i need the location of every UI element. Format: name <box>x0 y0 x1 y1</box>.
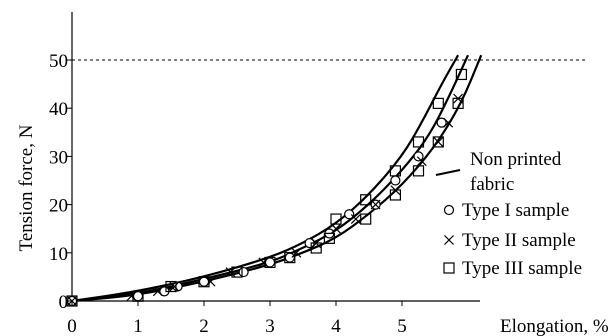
square-marker <box>360 194 372 206</box>
x-tick-label: 5 <box>397 316 407 336</box>
legend-label-x: Type II sample <box>462 230 576 251</box>
circle-marker <box>413 151 424 162</box>
legend-label-circle: Type I sample <box>462 200 569 221</box>
circle-marker <box>344 209 355 220</box>
x-tick-label: 3 <box>265 316 275 336</box>
data-markers <box>66 68 467 307</box>
circle-marker <box>172 281 183 292</box>
x-marker <box>350 214 361 224</box>
y-axis-label: Tension force, N <box>16 124 37 251</box>
x-tick-label: 2 <box>199 316 209 336</box>
x-tick-label: 1 <box>133 316 143 336</box>
x-marker <box>370 199 381 210</box>
legend-square-swatch <box>443 262 455 274</box>
x-marker <box>205 276 216 287</box>
square-marker <box>264 256 276 269</box>
x-marker <box>258 257 269 268</box>
x-marker <box>416 156 427 167</box>
y-tick-label: 50 <box>49 51 68 72</box>
square-marker <box>412 165 425 177</box>
legend-circle-swatch <box>443 204 455 216</box>
square-marker <box>432 97 444 109</box>
square-marker <box>455 68 467 81</box>
square-marker <box>389 189 401 201</box>
x-marker <box>291 247 302 258</box>
y-tick-label: 30 <box>49 147 68 168</box>
circle-marker <box>284 252 295 263</box>
square-marker <box>330 213 342 225</box>
fitted-curves <box>71 54 483 303</box>
x-marker <box>443 117 454 128</box>
x-tick-label: 0 <box>67 316 77 336</box>
square-marker <box>198 276 210 288</box>
y-tick-label: 10 <box>49 244 68 265</box>
curve-lower <box>71 54 483 303</box>
x-marker <box>126 291 137 302</box>
x-marker <box>169 281 180 292</box>
square-marker <box>452 97 464 109</box>
legend-x-swatch <box>444 235 454 245</box>
square-marker <box>231 266 243 278</box>
legend-label-fabric: fabric <box>470 174 514 195</box>
square-marker <box>323 232 335 244</box>
curve-upper <box>71 54 460 303</box>
legend-label-square: Type III sample <box>462 258 582 279</box>
square-marker <box>360 213 372 225</box>
square-marker <box>284 252 296 264</box>
x-axis-label: Elongation, % <box>500 316 609 336</box>
tick-labels: 0 10 20 30 40 50 0 1 2 3 4 5 <box>49 51 407 336</box>
square-marker <box>412 136 425 148</box>
x-marker <box>433 137 444 147</box>
circle-marker <box>390 175 401 186</box>
square-marker <box>432 136 444 148</box>
circle-marker <box>238 266 249 278</box>
square-marker <box>389 165 401 177</box>
y-tick-label: 40 <box>49 99 68 120</box>
x-marker <box>331 223 341 234</box>
legend-line-swatch <box>435 169 461 176</box>
y-tick-label: 20 <box>49 196 68 217</box>
square-marker <box>310 242 322 254</box>
x-marker <box>225 267 236 278</box>
square-marker <box>165 280 177 293</box>
circle-marker <box>436 117 447 128</box>
y-tick-label: 0 <box>59 292 69 313</box>
legend-label-non-printed: Non printed <box>470 149 562 170</box>
x-tick-label: 4 <box>331 316 341 336</box>
x-marker <box>152 286 163 297</box>
legend: Non printed fabric Type I sample Type II sa… <box>435 149 582 279</box>
